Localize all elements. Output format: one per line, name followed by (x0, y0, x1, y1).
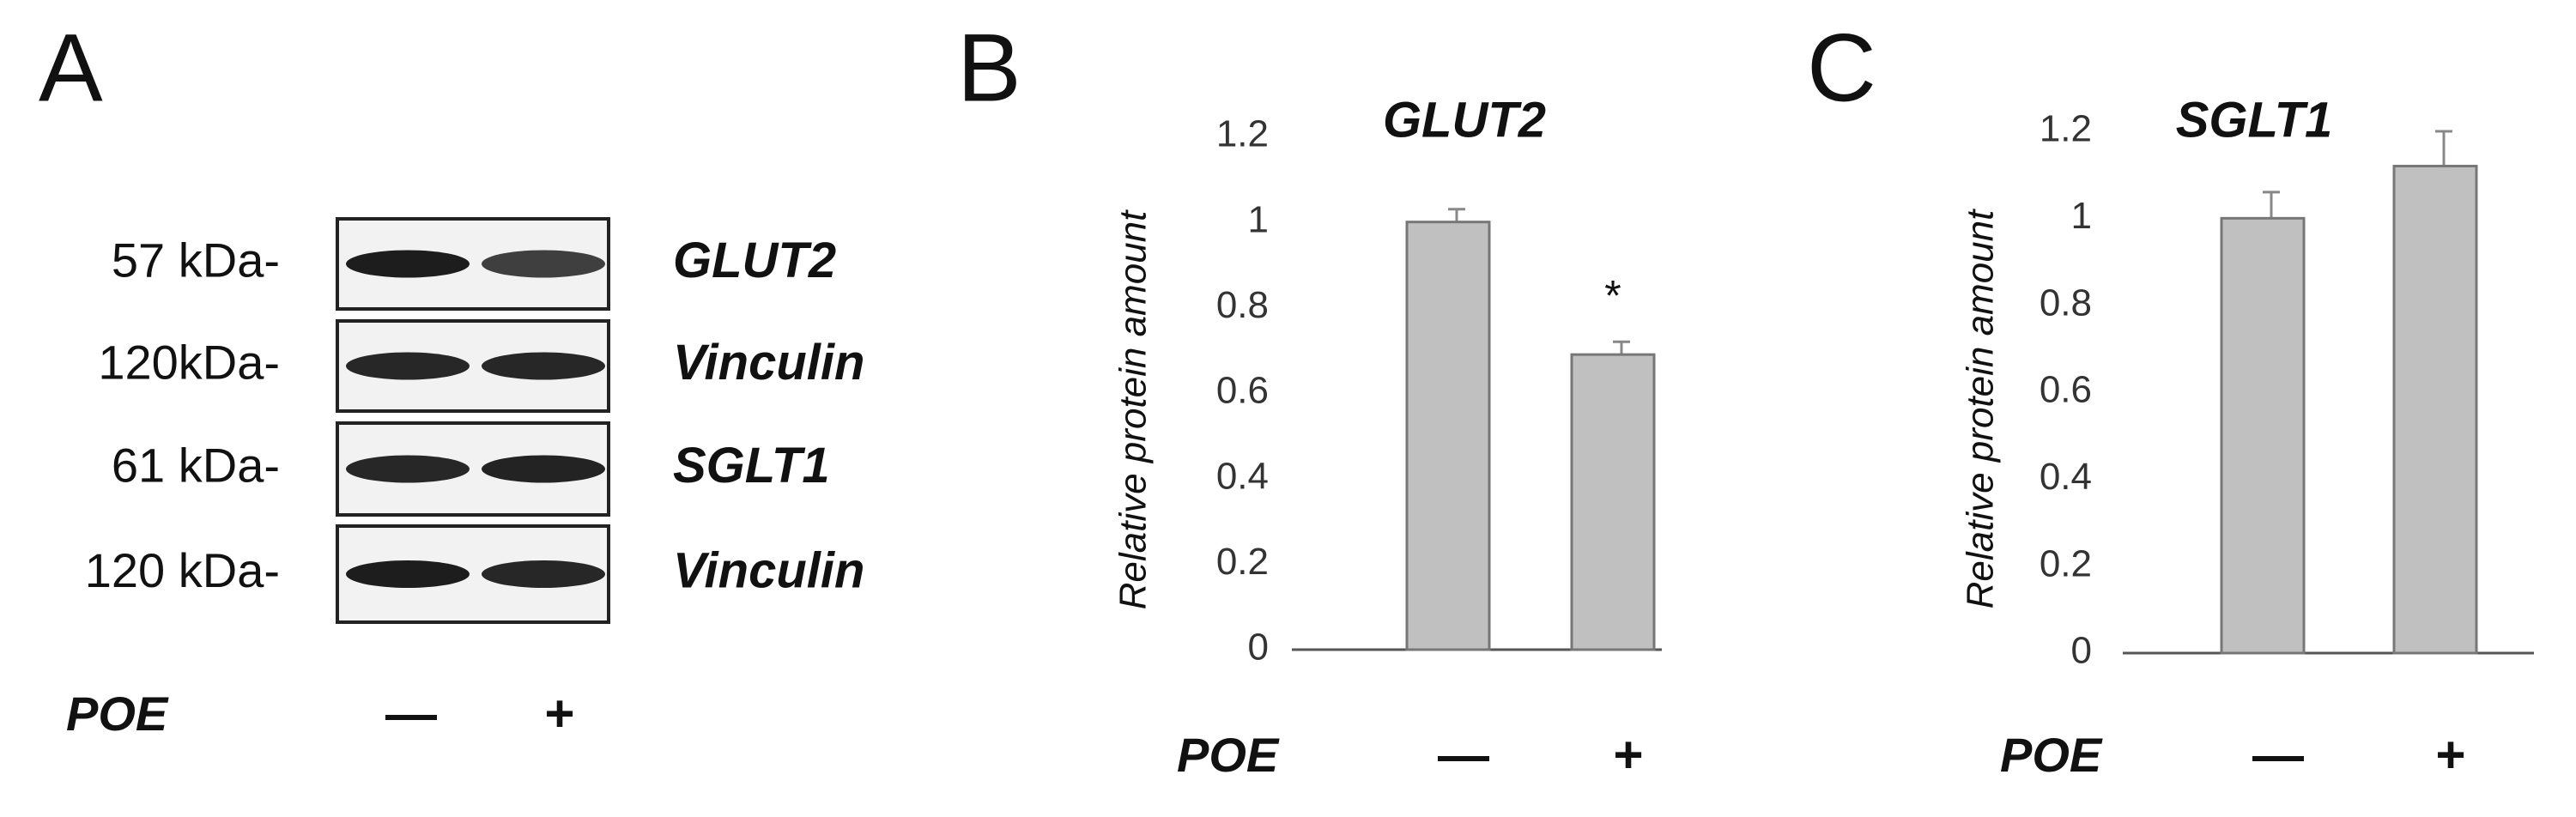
blot-band (482, 250, 605, 278)
condition-label: — (385, 685, 437, 742)
y-tick-label: 1.2 (1216, 113, 1269, 155)
panel-label: A (39, 15, 103, 122)
bar (2220, 216, 2306, 655)
y-tick-label: 0.8 (2040, 281, 2092, 324)
marker-label: 57 kDa- (112, 233, 280, 287)
protein-label: GLUT2 (673, 233, 836, 288)
protein-label: SGLT1 (673, 438, 830, 493)
blot-band (482, 455, 605, 483)
y-tick-label: 1 (2071, 195, 2092, 237)
y-tick-label: 0 (2071, 630, 2092, 672)
y-axis-label: Relative protein amount (1112, 209, 1155, 609)
panel-label: C (1807, 15, 1876, 122)
protein-label: Vinculin (673, 335, 864, 390)
blot-band (346, 560, 470, 588)
bar (1405, 221, 1491, 651)
blot-band (482, 352, 605, 380)
y-tick-label: 0.6 (2040, 369, 2092, 411)
marker-label: 120kDa- (98, 335, 280, 389)
y-tick-label: 0.4 (1216, 455, 1269, 497)
y-tick-label: 0.2 (2040, 542, 2092, 584)
blot-band (482, 560, 605, 588)
y-axis-label: Relative protein amount (1960, 209, 2002, 608)
y-tick-label: 0.2 (1216, 541, 1269, 583)
x-axis-label: POE (2000, 728, 2103, 782)
blot-band (346, 455, 470, 483)
chart-title: GLUT2 (1383, 92, 1546, 148)
bar (2392, 165, 2478, 655)
protein-label: Vinculin (673, 542, 864, 598)
y-tick-label: 0 (1248, 626, 1269, 669)
panel-label: B (957, 15, 1021, 122)
x-tick-label: + (2435, 726, 2465, 784)
marker-label: 120 kDa- (85, 543, 280, 597)
y-tick-label: 0.6 (1216, 370, 1269, 412)
y-tick-label: 0.4 (2040, 456, 2092, 498)
significance-marker: * (1604, 271, 1621, 319)
marker-label: 61 kDa- (112, 438, 280, 492)
x-tick-label: — (1438, 726, 1489, 784)
condition-label: + (544, 685, 574, 742)
chart-title: SGLT1 (2176, 92, 2333, 148)
blot-band (346, 352, 470, 380)
bar (1570, 353, 1656, 651)
y-tick-label: 1 (1248, 198, 1269, 240)
y-tick-label: 0.8 (1216, 284, 1269, 326)
treatment-label: POE (66, 687, 169, 741)
y-tick-label: 1.2 (2040, 108, 2092, 150)
x-axis-label: POE (1177, 728, 1280, 782)
x-tick-label: — (2252, 726, 2304, 784)
blot-band (346, 250, 470, 278)
x-tick-label: + (1613, 726, 1643, 784)
